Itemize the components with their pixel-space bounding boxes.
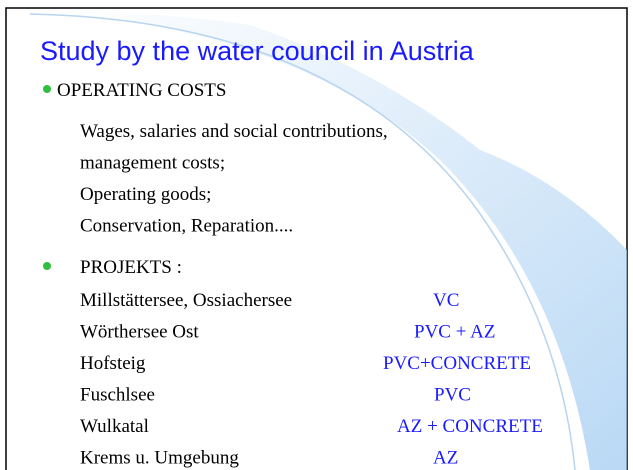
project-material: PVC [434,385,471,406]
project-name: Hofsteig [80,353,146,374]
project-name: Wulkatal [80,416,149,437]
decor-arc [29,13,576,470]
project-material: VC [433,290,459,311]
project-name: Fuschlsee [80,385,155,406]
slide-title: Study by the water council in Austria [40,36,475,66]
project-material: AZ + CONCRETE [397,416,543,437]
project-name: Wörthersee Ost [80,322,199,343]
project-material: PVC + AZ [414,322,495,343]
cost-line: Operating goods; [80,184,211,205]
bullet [43,85,51,93]
bullet [43,262,51,270]
decor-swoosh [40,11,627,470]
project-name: Krems u. Umgebung [80,448,239,469]
cost-line: Wages, salaries and social contributions… [80,121,388,142]
project-material: AZ [433,448,458,469]
section-heading: PROJEKTS : [80,257,182,278]
project-material: PVC+CONCRETE [383,353,531,374]
section-heading: OPERATING COSTS [57,80,226,101]
cost-line: management costs; [80,153,225,174]
project-name: Millstättersee, Ossiachersee [80,290,292,311]
cost-line: Conservation, Reparation.... [80,216,293,237]
